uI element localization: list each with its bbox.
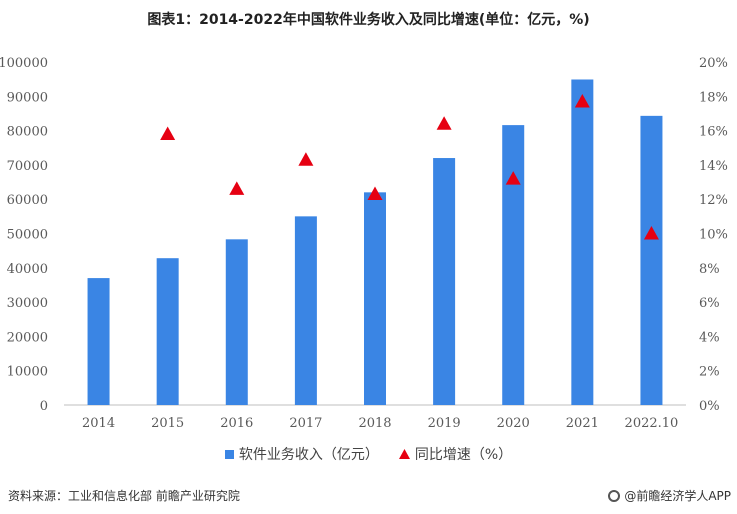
y-left-tick-label: 70000 [7,159,48,174]
y-right-tick-label: 14% [699,159,728,174]
y-right-tick-label: 10% [699,228,728,243]
y-left-tick-label: 40000 [7,262,48,277]
y-right-tick-label: 0% [699,399,720,414]
y-left-tick-label: 10000 [7,365,48,380]
revenue-bar [502,125,525,405]
y-left-tick-label: 80000 [7,125,48,140]
legend-triangle-swatch [398,449,410,459]
y-right-tick-label: 12% [699,193,728,208]
y-right-tick-label: 16% [699,125,728,140]
growth-marker [574,93,590,108]
y-right-tick-label: 2% [699,365,720,380]
revenue-bar [364,192,386,405]
growth-marker [298,152,314,166]
revenue-bar [87,278,110,405]
x-tick-label: 2022.10 [625,416,679,431]
y-left-tick-label: 60000 [7,193,48,208]
growth-marker [367,186,383,201]
growth-marker [229,181,245,195]
x-tick-label: 2017 [289,416,322,431]
growth-marker [505,171,521,185]
brand-credit: @前瞻经济学人APP [608,487,731,504]
brand-logo-icon [608,489,621,502]
y-left-tick-label: 0 [40,399,48,414]
revenue-bar [433,158,456,405]
growth-marker [436,116,452,130]
y-left-tick-label: 100000 [0,56,48,71]
growth-marker [160,126,176,141]
x-tick-label: 2020 [497,416,530,431]
chart-legend: 软件业务收入（亿元） 同比增速（%） [0,444,737,464]
brand-text: @前瞻经济学人APP [624,489,731,503]
x-tick-label: 2021 [566,416,599,431]
chart-title: 图表1：2014-2022年中国软件业务收入及同比增速(单位：亿元，%) [147,12,590,28]
growth-marker [643,226,659,240]
x-tick-label: 2015 [151,416,184,431]
legend-label-revenue: 软件业务收入（亿元） [238,447,379,463]
y-left-tick-label: 50000 [7,228,48,243]
revenue-bar [156,258,179,405]
revenue-bar [225,239,248,405]
legend-item-revenue: 软件业务收入（亿元） [224,444,379,464]
revenue-bar [571,79,594,406]
revenue-bar [294,216,317,405]
y-left-tick-label: 90000 [7,90,48,105]
legend-item-growth: 同比增速（%） [398,444,513,464]
y-left-tick-label: 30000 [7,296,48,311]
y-right-tick-label: 4% [699,330,720,345]
source-note: 资料来源：工业和信息化部 前瞻产业研究院 [8,489,240,503]
x-tick-label: 2016 [220,416,253,431]
revenue-bar [640,115,663,405]
x-tick-label: 2019 [428,416,461,431]
y-right-tick-label: 20% [699,56,728,71]
y-right-tick-label: 18% [699,90,728,105]
y-right-tick-label: 6% [699,296,720,311]
x-tick-label: 2018 [358,416,391,431]
legend-label-growth: 同比增速（%） [414,447,513,463]
legend-bar-swatch [224,449,234,459]
x-tick-label: 2014 [82,416,115,431]
y-left-tick-label: 20000 [7,330,48,345]
y-right-tick-label: 8% [699,262,720,277]
